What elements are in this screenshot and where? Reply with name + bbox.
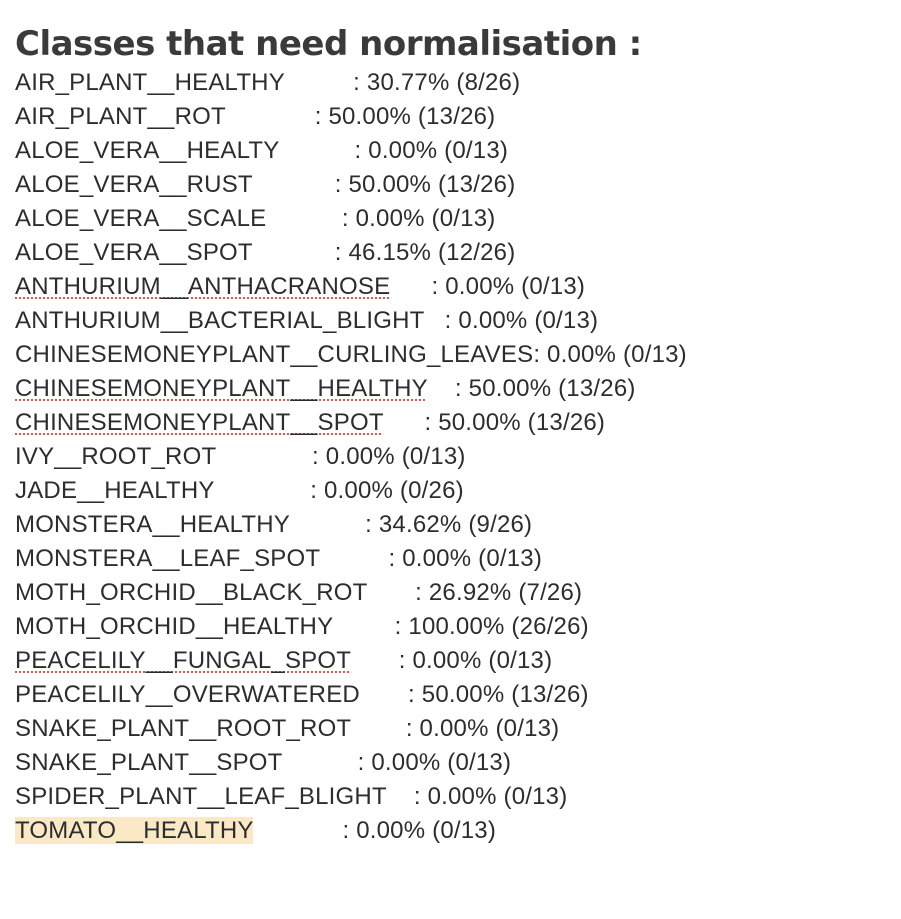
class-row-anthurium-anthacranose: ANTHURIUM__ANTHACRANOSE : 0.00% (0/13) xyxy=(15,270,901,304)
class-row-tomato-healthy: TOMATO__HEALTHY : 0.00% (0/13) xyxy=(15,814,901,848)
class-row-air-plant-rot: AIR_PLANT__ROT : 50.00% (13/26) xyxy=(15,100,901,134)
class-stat[interactable]: : 34.62% (9/26) xyxy=(289,511,533,538)
class-row-peacelily-overwatered: PEACELILY__OVERWATERED : 50.00% (13/26) xyxy=(15,678,901,712)
class-stat[interactable]: : 0.00% (0/13) xyxy=(390,273,586,300)
class-stat[interactable]: : 50.00% (13/26) xyxy=(359,681,589,708)
class-name[interactable]: ALOE_VERA__HEALTY xyxy=(15,137,279,164)
class-row-jade-healthy: JADE__HEALTHY : 0.00% (0/26) xyxy=(15,474,901,508)
class-name[interactable]: ALOE_VERA__SCALE xyxy=(15,205,267,232)
class-row-moth-orchid-black-rot: MOTH_ORCHID__BLACK_ROT : 26.92% (7/26) xyxy=(15,576,901,610)
class-stat[interactable]: : 100.00% (26/26) xyxy=(332,613,589,640)
class-name[interactable]: AIR_PLANT__ROT xyxy=(15,103,226,130)
class-stat[interactable]: : 0.00% (0/13) xyxy=(319,545,543,572)
class-stat[interactable]: : 50.00% (13/26) xyxy=(252,171,516,198)
class-name[interactable]: ALOE_VERA__RUST xyxy=(15,171,253,198)
class-stat[interactable]: : 26.92% (7/26) xyxy=(367,579,583,606)
class-name[interactable]: ALOE_VERA__SPOT xyxy=(15,239,253,266)
class-stat[interactable]: : 0.00% (0/13) xyxy=(424,307,599,334)
class-stat[interactable]: : 46.15% (12/26) xyxy=(252,239,516,266)
class-name[interactable]: MOTH_ORCHID__BLACK_ROT xyxy=(15,579,368,606)
class-row-aloe-vera-spot: ALOE_VERA__SPOT : 46.15% (12/26) xyxy=(15,236,901,270)
class-row-chinesemoneyplant-healthy: CHINESEMONEYPLANT__HEALTHY : 50.00% (13/… xyxy=(15,372,901,406)
class-row-spider-plant-leaf-blight: SPIDER_PLANT__LEAF_BLIGHT : 0.00% (0/13) xyxy=(15,780,901,814)
class-name[interactable]: SPIDER_PLANT__LEAF_BLIGHT xyxy=(15,783,387,810)
class-row-aloe-vera-rust: ALOE_VERA__RUST : 50.00% (13/26) xyxy=(15,168,901,202)
class-name-misspelled[interactable]: PEACELILY__FUNGAL_SPOT xyxy=(15,647,351,674)
class-name[interactable]: AIR_PLANT__HEALTHY xyxy=(15,69,285,96)
class-row-monstera-healthy: MONSTERA__HEALTHY : 34.62% (9/26) xyxy=(15,508,901,542)
class-row-monstera-leaf-spot: MONSTERA__LEAF_SPOT : 0.00% (0/13) xyxy=(15,542,901,576)
class-name-misspelled[interactable]: ANTHURIUM__ANTHACRANOSE xyxy=(15,273,391,300)
class-stat[interactable]: : 0.00% (0/13) xyxy=(350,715,560,742)
class-name-highlighted[interactable]: TOMATO__HEALTHY xyxy=(15,817,254,844)
class-stat[interactable]: : 0.00% (0/13) xyxy=(350,647,553,674)
class-row-chinesemoneyplant-spot: CHINESEMONEYPLANT__SPOT : 50.00% (13/26) xyxy=(15,406,901,440)
class-stat[interactable]: : 30.77% (8/26) xyxy=(284,69,521,96)
class-stat[interactable]: : 0.00% (0/13) xyxy=(282,749,512,776)
class-row-chinesemoneyplant-curling-leaves: CHINESEMONEYPLANT__CURLING_LEAVES: 0.00%… xyxy=(15,338,901,372)
class-name[interactable]: PEACELILY__OVERWATERED xyxy=(15,681,360,708)
class-row-aloe-vera-healty: ALOE_VERA__HEALTY : 0.00% (0/13) xyxy=(15,134,901,168)
class-name-misspelled[interactable]: CHINESEMONEYPLANT__HEALTHY xyxy=(15,375,428,402)
document-title: Classes that need normalisation : xyxy=(15,24,642,64)
class-name[interactable]: IVY__ROOT_ROT xyxy=(15,443,216,470)
class-row-ivy-root-rot: IVY__ROOT_ROT : 0.00% (0/13) xyxy=(15,440,901,474)
class-row-air-plant-healthy: AIR_PLANT__HEALTHY : 30.77% (8/26) xyxy=(15,66,901,100)
class-name[interactable]: MOTH_ORCHID__HEALTHY xyxy=(15,613,333,640)
class-row-anthurium-bacterial-blight: ANTHURIUM__BACTERIAL_BLIGHT : 0.00% (0/1… xyxy=(15,304,901,338)
class-stat[interactable]: : 50.00% (13/26) xyxy=(383,409,606,436)
class-row-peacelily-fungal-spot: PEACELILY__FUNGAL_SPOT : 0.00% (0/13) xyxy=(15,644,901,678)
class-name[interactable]: ANTHURIUM__BACTERIAL_BLIGHT xyxy=(15,307,425,334)
class-row-snake-plant-spot: SNAKE_PLANT__SPOT : 0.00% (0/13) xyxy=(15,746,901,780)
class-stat[interactable]: : 0.00% (0/13) xyxy=(266,205,496,232)
class-name[interactable]: SNAKE_PLANT__ROOT_ROT xyxy=(15,715,351,742)
class-stat[interactable]: : 0.00% (0/13) xyxy=(386,783,568,810)
class-name[interactable]: JADE__HEALTHY xyxy=(15,477,215,504)
class-name[interactable]: MONSTERA__LEAF_SPOT xyxy=(15,545,320,572)
class-stat[interactable]: : 50.00% (13/26) xyxy=(427,375,636,402)
class-row-aloe-vera-scale: ALOE_VERA__SCALE : 0.00% (0/13) xyxy=(15,202,901,236)
class-stat[interactable]: : 0.00% (0/13) xyxy=(533,341,687,368)
class-name[interactable]: SNAKE_PLANT__SPOT xyxy=(15,749,283,776)
class-row-moth-orchid-healthy: MOTH_ORCHID__HEALTHY : 100.00% (26/26) xyxy=(15,610,901,644)
class-list: AIR_PLANT__HEALTHY : 30.77% (8/26) AIR_P… xyxy=(15,66,901,848)
class-row-snake-plant-root-rot: SNAKE_PLANT__ROOT_ROT : 0.00% (0/13) xyxy=(15,712,901,746)
class-name-misspelled[interactable]: CHINESEMONEYPLANT__SPOT xyxy=(15,409,384,436)
class-stat[interactable]: : 0.00% (0/13) xyxy=(215,443,466,470)
class-stat[interactable]: : 0.00% (0/13) xyxy=(253,817,497,844)
class-name[interactable]: MONSTERA__HEALTHY xyxy=(15,511,290,538)
class-stat[interactable]: : 0.00% (0/13) xyxy=(278,137,509,164)
class-stat[interactable]: : 50.00% (13/26) xyxy=(225,103,496,130)
class-name[interactable]: CHINESEMONEYPLANT__CURLING_LEAVES xyxy=(15,341,534,368)
class-stat[interactable]: : 0.00% (0/26) xyxy=(214,477,464,504)
